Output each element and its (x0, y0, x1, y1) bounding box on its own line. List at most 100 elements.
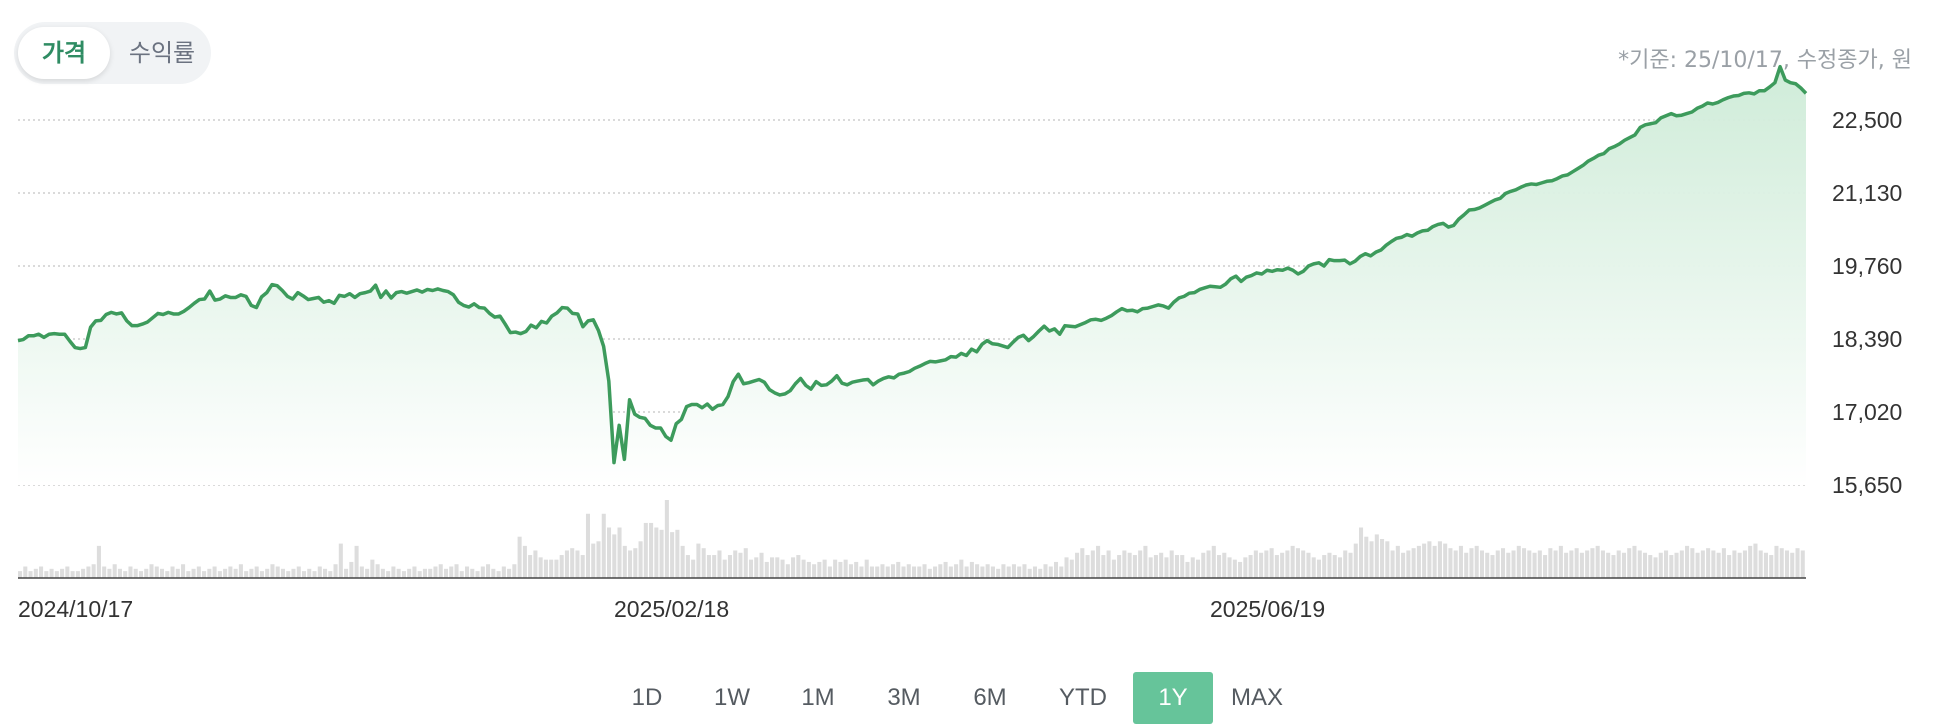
range-button-max[interactable]: MAX (1230, 684, 1283, 711)
volume-bar (1522, 548, 1527, 578)
volume-bar (249, 568, 254, 578)
volume-bar (1779, 548, 1784, 578)
volume-bar (443, 568, 449, 578)
y-tick-label: 22,500 (1832, 107, 1902, 133)
range-button-1m[interactable]: 1M (801, 684, 835, 711)
volume-bar (1769, 555, 1774, 578)
volume-bar (133, 568, 138, 578)
volume-bar (1111, 559, 1116, 578)
volume-bar (280, 568, 285, 578)
volume-bar (244, 571, 249, 578)
volume-bar (906, 564, 911, 578)
volume-bar (1285, 550, 1290, 578)
volume-bar (722, 559, 727, 578)
volume-bar (1648, 555, 1653, 578)
volume-bar (507, 568, 512, 578)
volume-bar (875, 566, 880, 578)
volume-bar (1206, 550, 1211, 578)
volume-bar (1069, 559, 1074, 578)
volume-bar (1006, 566, 1011, 578)
volume-bar (570, 548, 575, 578)
range-button-1w[interactable]: 1W (714, 684, 750, 711)
range-button-3m[interactable]: 3M (887, 684, 921, 711)
volume-bar (1763, 552, 1768, 578)
volume-bar (1217, 555, 1222, 578)
volume-bar (1790, 552, 1795, 578)
volume-bar (796, 555, 801, 578)
volume-bar (154, 566, 159, 578)
volume-bar (191, 568, 196, 578)
volume-bar (1401, 552, 1406, 578)
volume-bar (370, 559, 375, 578)
volume-bar (1437, 541, 1442, 578)
price-line (17, 64, 1808, 465)
volume-bar (575, 550, 580, 578)
volume-bar (1306, 552, 1311, 578)
return-tab[interactable]: 수익률 (128, 39, 196, 67)
volume-bar (854, 561, 859, 578)
volume-bar (23, 566, 28, 578)
volume-bar (1732, 550, 1737, 578)
volume-bar (959, 559, 964, 578)
volume-bar (449, 566, 454, 578)
volume-bar (196, 566, 201, 578)
range-button-6m[interactable]: 6M (973, 684, 1007, 711)
volume-bar (554, 559, 559, 578)
volume-bar (1579, 552, 1584, 578)
volume-bar (1059, 566, 1064, 578)
volume-bar (1274, 555, 1279, 578)
volume-bar (1280, 552, 1285, 578)
price-tab[interactable]: 가격 (18, 27, 110, 79)
volume-bar (1721, 548, 1726, 578)
volume-bar (706, 555, 711, 578)
volume-bar (49, 568, 54, 578)
volume-bar (1653, 557, 1658, 578)
volume-bar (317, 566, 322, 578)
volume-bar (1595, 545, 1600, 578)
range-button-ytd[interactable]: YTD (1059, 684, 1107, 711)
volume-bar (848, 564, 853, 578)
volume-bar (1374, 534, 1379, 578)
volume-bar (927, 568, 932, 578)
volume-bar (770, 557, 775, 578)
volume-bar (628, 550, 633, 578)
range-button-1d[interactable]: 1D (631, 684, 663, 711)
volume-bar (1148, 557, 1153, 578)
volume-bar (775, 557, 780, 578)
volume-bar (759, 552, 764, 578)
volume-bar (580, 555, 585, 578)
volume-bar (748, 559, 754, 578)
volume-bar (1248, 555, 1253, 578)
volume-bar (1053, 561, 1059, 578)
volume-bar (344, 568, 349, 578)
volume-bar (401, 571, 406, 578)
volume-bar (780, 559, 785, 578)
volume-bar (964, 566, 969, 578)
volume-bar (1195, 559, 1201, 578)
volume-bar (1264, 550, 1269, 578)
volume-bar (1048, 566, 1053, 578)
y-tick-label: 18,390 (1832, 326, 1902, 352)
volume-bar (685, 555, 690, 578)
volume-bar (75, 571, 80, 578)
volume-bar (996, 568, 1001, 578)
volume-bar (1716, 552, 1721, 578)
x-tick-label: 2025/02/18 (614, 596, 729, 622)
volume-bar (838, 561, 843, 578)
volume-bar (202, 571, 207, 578)
volume-bar (333, 564, 338, 578)
volume-bar (1075, 552, 1080, 578)
volume-bar (1664, 550, 1669, 578)
volume-bar (1606, 552, 1611, 578)
volume-bar (917, 566, 922, 578)
volume-bar (1406, 550, 1411, 578)
range-button-1y[interactable]: 1Y (1133, 672, 1213, 724)
volume-bar (496, 571, 501, 578)
volume-bar (1311, 557, 1316, 578)
volume-bar (1122, 550, 1127, 578)
volume-bar (591, 543, 596, 578)
volume-bar (454, 564, 459, 578)
volume-bar (175, 568, 180, 578)
volume-bar (223, 568, 228, 578)
volume-bar (1090, 550, 1095, 578)
